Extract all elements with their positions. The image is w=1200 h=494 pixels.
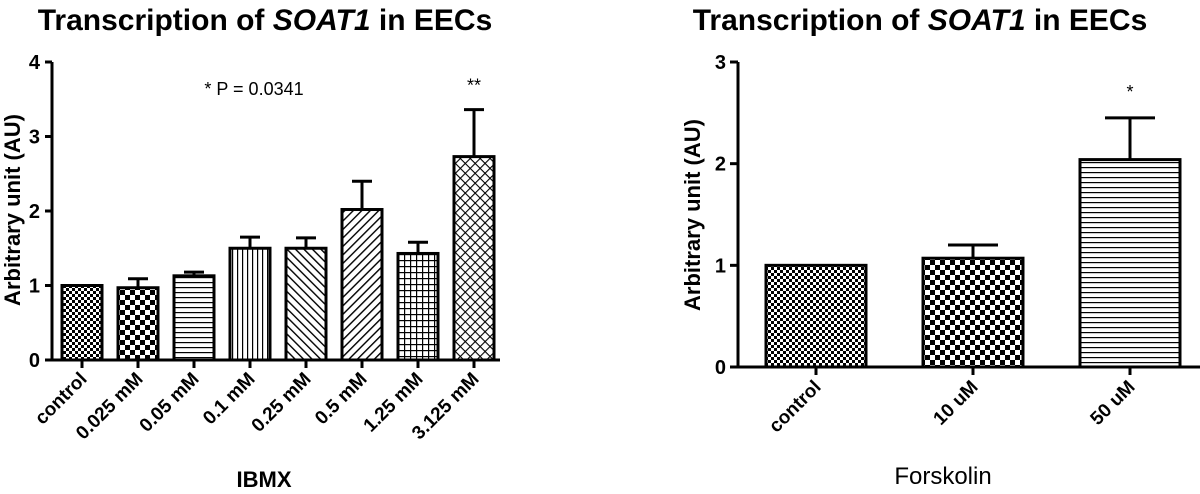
chart-2-category-label: 50 uM [1087,377,1140,430]
chart-1-bar [284,246,328,362]
chart-1-y-tick-label: 1 [29,276,40,298]
chart-1-significance-marker: ** [467,76,481,96]
chart-2-y-tick-label: 0 [715,357,726,379]
chart-2-x-axis-label: Forskolin [894,463,991,489]
chart-1-bar [172,274,216,362]
chart-2-y-tick-label: 1 [715,255,726,277]
chart-1-y-axis-label: Arbitrary unit (AU) [0,114,25,306]
chart-1-bar [396,251,440,362]
chart-1-bar [452,155,496,362]
chart-2-bar [921,256,1025,369]
chart-2-bar [1078,158,1182,369]
chart-1-x-axis-label: IBMX [237,467,292,489]
chart-1-y-tick-label: 4 [29,52,41,74]
chart-1-y-tick-label: 2 [29,201,40,223]
chart-2-title: Transcription of SOAT1 in EECs [693,4,1148,37]
chart-1-y-tick-label: 0 [29,350,40,372]
chart-2-category-label: 10 uM [930,377,983,430]
chart-1-bar [228,246,272,362]
chart-1-category-label: 0.05 mM [136,369,204,437]
chart-2-bar [764,263,868,369]
chart-2-plot: 0 1 2 3 control 10 uM * 50 uM [715,52,1200,437]
chart-1-bar [116,286,160,362]
chart-1-category-label: 0.25 mM [248,369,316,437]
chart-2-y-tick-label: 3 [715,52,726,74]
chart-1-y-tick-label: 3 [29,127,40,149]
chart-2-y-tick-label: 2 [715,154,726,176]
chart-2-category-label: control [765,377,825,437]
chart-2-significance-marker: * [1126,82,1133,102]
chart-2-y-axis-label: Arbitrary unit (AU) [680,119,705,311]
chart-1-annotation: * P = 0.0341 [204,79,303,99]
chart-1-bar [340,208,384,362]
chart-1-bar [60,284,104,362]
chart-1-title: Transcription of SOAT1 in EECs [38,4,493,37]
